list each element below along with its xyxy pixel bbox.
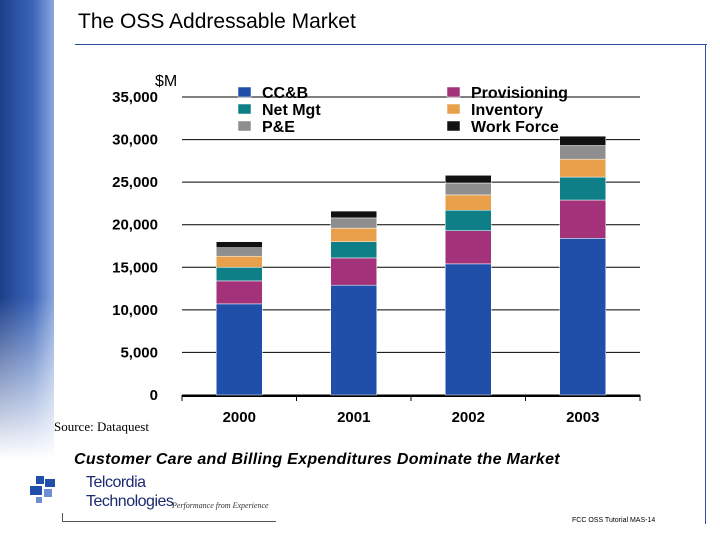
bar-segment-p-e-2003 [559, 145, 606, 160]
chart-legend: CC&B Provisioning Net Mgt Inventory P&E Work … [237, 85, 568, 136]
right-border-rule [705, 44, 706, 524]
bar-segment-inventory-2001 [330, 227, 377, 242]
legend-swatch-inventory [446, 103, 461, 115]
y-tick-label: 5,000 [120, 344, 158, 361]
bar-segment-p-e-2002 [445, 182, 492, 196]
bar-segment-net-mgt-2003 [559, 176, 606, 201]
legend-label-work-force: Work Force [471, 119, 559, 136]
legend-swatch-provisioning [446, 86, 461, 98]
bar-segment-provisioning-2003 [559, 199, 606, 239]
bar-segment-cc-b-2003 [559, 238, 606, 396]
logo-word-telcordia: Telcordia [86, 474, 146, 491]
telcordia-logo-icon [30, 476, 55, 503]
y-axis-ticks: 0 5,000 10,000 15,000 20,000 25,000 30,000 35,0… [112, 89, 158, 404]
x-tick-label: 2002 [452, 409, 485, 426]
y-tick-label: 35,000 [112, 89, 158, 106]
bar-segment-net-mgt-2002 [445, 209, 492, 231]
y-tick-label: 30,000 [112, 132, 158, 149]
source-note: Source: Dataquest [54, 419, 149, 434]
chart-bars [216, 135, 606, 396]
y-tick-label: 10,000 [112, 302, 158, 319]
bar-segment-cc-b-2002 [445, 263, 492, 396]
bar-segment-cc-b-2001 [330, 284, 377, 396]
bar-segment-provisioning-2001 [330, 257, 377, 286]
bar-segment-inventory-2000 [216, 255, 263, 268]
x-axis-ticks: 2000 2001 2002 2003 [181, 395, 641, 426]
footer-text: FCC OSS Tutorial MAS-14 [572, 517, 656, 524]
x-tick-label: 2001 [337, 409, 370, 426]
bar-segment-work-force-2001 [330, 210, 377, 219]
title-rule [75, 44, 707, 45]
legend-swatch-net-mgt [237, 103, 252, 115]
bar-segment-net-mgt-2000 [216, 267, 263, 282]
legend-label-cc-b: CC&B [262, 85, 308, 102]
legend-swatch-p-e [237, 120, 252, 132]
y-tick-label: 15,000 [112, 259, 158, 276]
unit-label: $M [155, 73, 177, 90]
bar-segment-net-mgt-2001 [330, 241, 377, 259]
y-tick-label: 20,000 [112, 217, 158, 234]
legend-label-p-e: P&E [262, 119, 295, 136]
footer-tick [62, 513, 63, 522]
y-tick-label: 25,000 [112, 174, 158, 191]
legend-swatch-work-force [446, 120, 461, 132]
left-accent-bar [0, 0, 54, 540]
legend-label-provisioning: Provisioning [471, 85, 568, 102]
bar-segment-p-e-2000 [216, 247, 263, 257]
bar-segment-work-force-2002 [445, 175, 492, 184]
bar-segment-inventory-2002 [445, 194, 492, 211]
bar-segment-work-force-2003 [559, 135, 606, 146]
logo-tagline: Performance from Experience [172, 501, 269, 510]
legend-swatch-cc-b [237, 86, 252, 98]
bar-segment-cc-b-2000 [216, 303, 263, 396]
x-tick-label: 2003 [566, 409, 599, 426]
footer-rule [62, 521, 276, 522]
bar-segment-p-e-2001 [330, 217, 377, 229]
slide-title: The OSS Addressable Market [78, 10, 356, 33]
bar-segment-provisioning-2000 [216, 280, 263, 305]
slide-subtitle: Customer Care and Billing Expenditures D… [74, 451, 560, 468]
legend-label-inventory: Inventory [471, 102, 543, 119]
logo-word-technologies: Technologies [86, 493, 174, 510]
bar-segment-inventory-2003 [559, 158, 606, 178]
bar-segment-provisioning-2002 [445, 230, 492, 265]
bar-segment-work-force-2000 [216, 241, 263, 248]
x-tick-label: 2000 [223, 409, 256, 426]
y-tick-label: 0 [150, 387, 158, 404]
legend-label-net-mgt: Net Mgt [262, 102, 321, 119]
